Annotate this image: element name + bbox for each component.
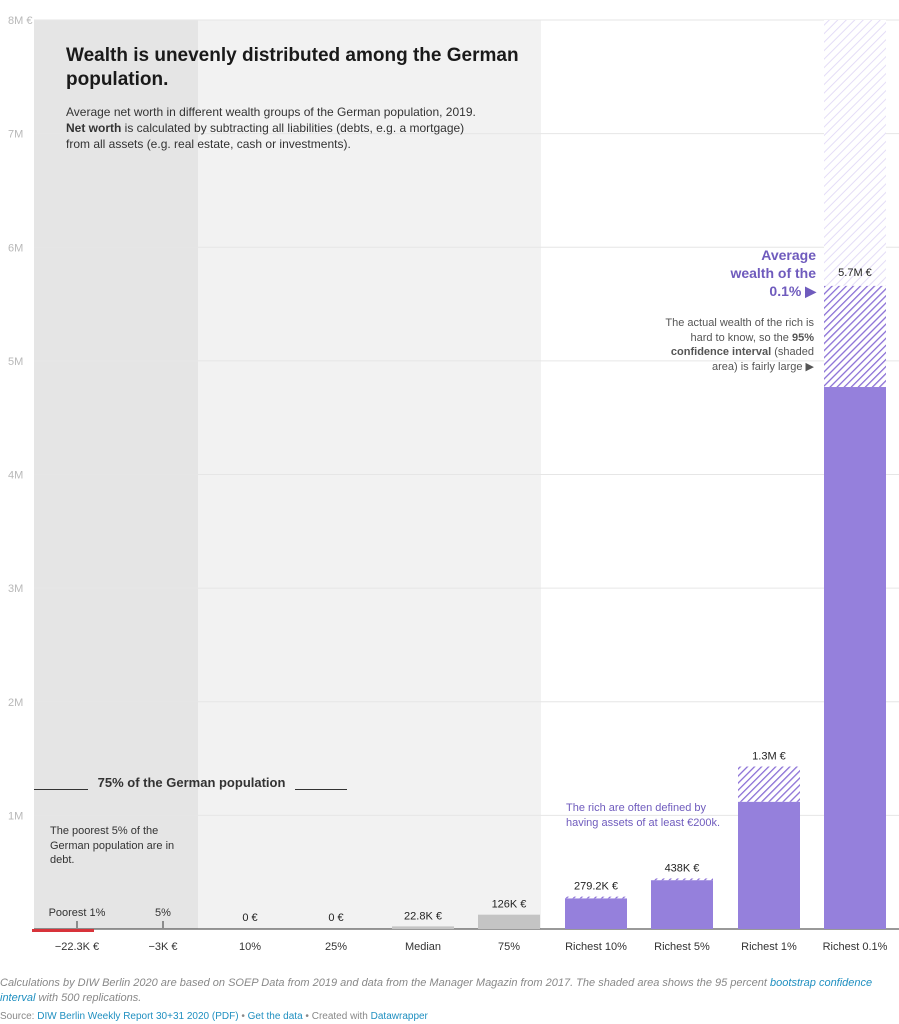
bar bbox=[824, 387, 886, 929]
separator-1: • bbox=[238, 1011, 248, 1022]
ci-upper-band bbox=[824, 20, 886, 286]
y-tick-label: 3M bbox=[8, 583, 23, 595]
source-label: Source: bbox=[0, 1011, 38, 1022]
category-label: Richest 1% bbox=[741, 941, 797, 953]
ci-band bbox=[565, 896, 627, 899]
ci-note-part-2: (shaded area) is fairly large ▶ bbox=[712, 346, 814, 373]
created-with-text: Created with bbox=[311, 1011, 371, 1022]
bar bbox=[565, 898, 627, 929]
value-label: 126K € bbox=[492, 899, 527, 911]
category-label: −3K € bbox=[148, 941, 177, 953]
population-label-text: 75% of the German population bbox=[97, 775, 286, 790]
avg-wealth-label: Average wealth of the 0.1% ▶ bbox=[730, 247, 816, 299]
poorest-1-percent-label: Poorest 1% bbox=[49, 907, 106, 919]
ci-band bbox=[651, 878, 713, 881]
y-tick-label: 5M bbox=[8, 356, 23, 368]
separator-2: • bbox=[302, 1011, 312, 1022]
desc-bold: Net worth bbox=[66, 121, 122, 135]
y-tick-label: 6M bbox=[8, 242, 23, 254]
category-label: 10% bbox=[239, 941, 261, 953]
category-label: Richest 5% bbox=[654, 941, 710, 953]
value-label: 22.8K € bbox=[404, 910, 442, 922]
y-tick-label: 1M bbox=[8, 810, 23, 822]
desc-part-1: Average net worth in different wealth gr… bbox=[66, 105, 476, 119]
bar bbox=[392, 926, 454, 929]
poorest-5-percent-label: 5% bbox=[155, 907, 171, 919]
y-tick-label: 8M € bbox=[8, 15, 32, 27]
source-link[interactable]: DIW Berlin Weekly Report 30+31 2020 (PDF… bbox=[37, 1011, 239, 1022]
ci-band bbox=[738, 766, 800, 802]
bar bbox=[738, 801, 800, 929]
footer-note-text-1: Calculations by DIW Berlin 2020 are base… bbox=[0, 977, 771, 989]
category-label: −22.3K € bbox=[55, 941, 99, 953]
datawrapper-link[interactable]: Datawrapper bbox=[370, 1011, 428, 1022]
ci-lower-band bbox=[824, 285, 886, 388]
category-label: Richest 0.1% bbox=[823, 941, 888, 953]
ci-note: The actual wealth of the rich is hard to… bbox=[658, 316, 814, 374]
ci-note-part-1: The actual wealth of the rich is hard to… bbox=[665, 317, 814, 344]
category-label: Richest 10% bbox=[565, 941, 627, 953]
value-label: 279.2K € bbox=[574, 881, 618, 893]
value-label: 0 € bbox=[242, 912, 257, 924]
ci-note-bold: 95% confidence interval bbox=[670, 331, 814, 359]
value-label: 5.7M € bbox=[838, 267, 872, 279]
rich-note: The rich are often defined by having ass… bbox=[566, 802, 721, 829]
category-label: 75% bbox=[498, 941, 520, 953]
category-label: 25% bbox=[325, 941, 347, 953]
bar bbox=[32, 929, 94, 932]
y-tick-label: 2M bbox=[8, 697, 23, 709]
bar bbox=[651, 880, 713, 929]
y-tick-label: 4M bbox=[8, 470, 23, 482]
footer-note: Calculations by DIW Berlin 2020 are base… bbox=[0, 976, 890, 1006]
poorest-note: The poorest 5% of the German population … bbox=[50, 825, 175, 866]
population-label: 75% of the German population bbox=[34, 775, 348, 791]
get-data-link[interactable]: Get the data bbox=[247, 1011, 303, 1022]
y-tick-label: 7M bbox=[8, 129, 23, 141]
category-label: Median bbox=[405, 941, 441, 953]
footer-source: Source: DIW Berlin Weekly Report 30+31 2… bbox=[0, 1011, 428, 1022]
value-label: 1.3M € bbox=[752, 751, 786, 763]
footer-note-text-2: with 500 replications. bbox=[35, 992, 142, 1004]
bar bbox=[478, 914, 540, 929]
chart-description: Average net worth in different wealth gr… bbox=[66, 104, 486, 152]
value-label: 0 € bbox=[328, 912, 343, 924]
desc-part-2: is calculated by subtracting all liabili… bbox=[66, 121, 465, 151]
chart-title: Wealth is unevenly distributed among the… bbox=[66, 45, 519, 90]
value-label: 438K € bbox=[665, 862, 700, 874]
bootstrap-link[interactable]: bootstrap confidence interval bbox=[0, 977, 873, 1004]
